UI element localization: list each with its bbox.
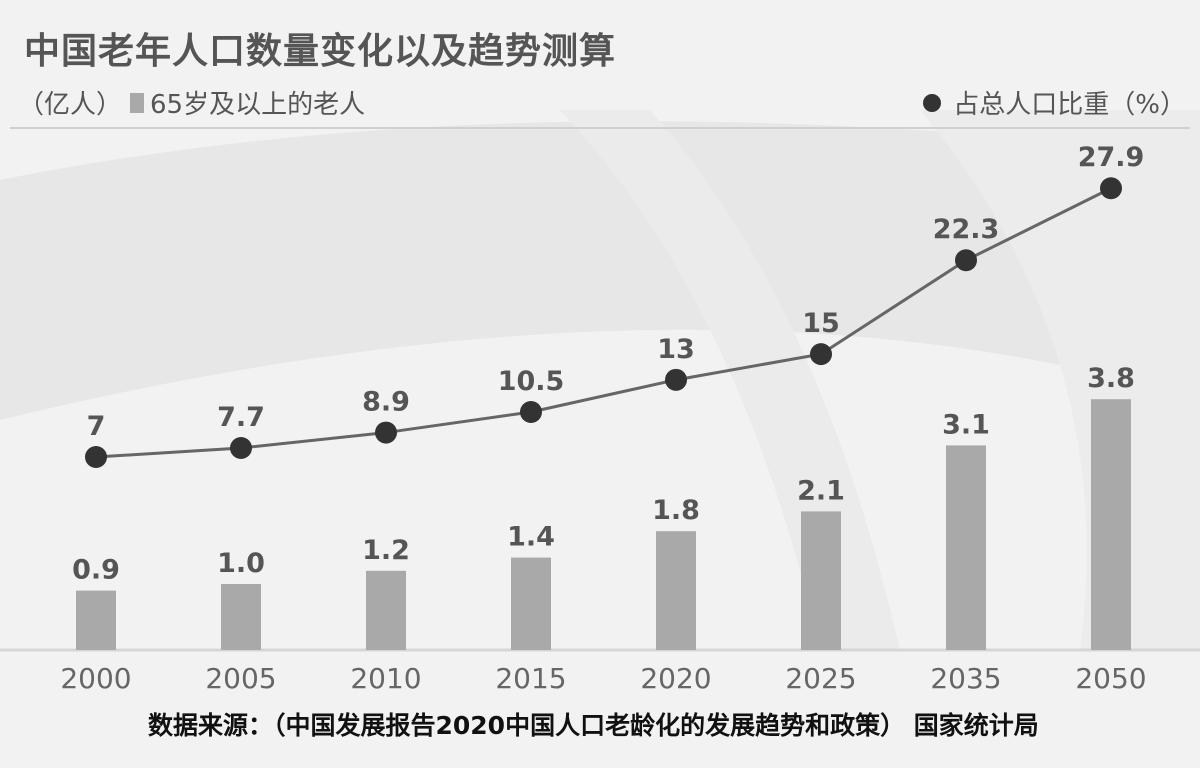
line-legend-label: 占总人口比重（%）: [953, 90, 1186, 120]
bar-legend-swatch: [130, 92, 144, 113]
line-label-2035: 22.3: [933, 214, 1000, 245]
line-point-2050: [1100, 177, 1122, 200]
line-label-2020: 13: [657, 334, 695, 365]
chart-title: 中国老年人口数量变化以及趋势测算: [24, 31, 617, 72]
line-point-2025: [810, 343, 832, 366]
unit-label: （亿人）: [18, 90, 123, 120]
bar-2015: [511, 557, 551, 650]
line-label-2010: 8.9: [362, 387, 410, 418]
bar-label-2015: 1.4: [507, 522, 555, 553]
bar-2020: [656, 531, 696, 650]
x-tick-2015: 2015: [495, 662, 566, 695]
bar-label-2010: 1.2: [362, 535, 410, 566]
x-tick-2010: 2010: [350, 662, 421, 695]
line-point-2005: [230, 436, 252, 459]
source-note: 数据来源：（中国发展报告2020中国人口老龄化的发展趋势和政策） 国家统计局: [148, 711, 1039, 740]
bar-legend: 65岁及以上的老人: [130, 84, 365, 121]
bar-2035: [946, 445, 986, 650]
bar-label-2005: 1.0: [217, 548, 265, 579]
bar-2010: [366, 570, 406, 650]
bar-2005: [221, 584, 261, 650]
line-legend: 占总人口比重（%）: [923, 84, 1186, 121]
line-label-2025: 15: [802, 308, 840, 339]
bar-label-2020: 1.8: [652, 495, 700, 526]
bar-legend-label: 65岁及以上的老人: [150, 90, 366, 120]
line-point-2000: [85, 446, 107, 468]
header-divider: [10, 127, 1190, 129]
x-tick-2035: 2035: [930, 662, 1001, 695]
bar-label-2050: 3.8: [1087, 363, 1135, 394]
bar-2000: [76, 590, 116, 650]
bar-label-2000: 0.9: [72, 555, 120, 586]
line-label-2000: 7: [87, 411, 106, 442]
x-tick-2005: 2005: [205, 662, 276, 695]
line-point-2020: [665, 368, 687, 391]
line-point-2010: [375, 421, 397, 444]
x-tick-2020: 2020: [640, 662, 711, 695]
bar-label-2025: 2.1: [797, 475, 845, 506]
line-label-2015: 10.5: [498, 366, 565, 397]
line-legend-marker: [923, 93, 942, 112]
line-point-2035: [955, 249, 977, 272]
bar-2050: [1091, 399, 1131, 650]
line-label-2005: 7.7: [217, 402, 265, 433]
x-tick-2050: 2050: [1075, 662, 1146, 695]
line-point-2015: [520, 400, 542, 423]
line-series-path: [95, 186, 1112, 459]
line-label-2050: 27.9: [1078, 142, 1145, 173]
x-tick-2025: 2025: [785, 662, 856, 695]
x-tick-2000: 2000: [60, 662, 131, 695]
bar-2025: [801, 511, 841, 650]
bar-label-2035: 3.1: [942, 409, 990, 440]
